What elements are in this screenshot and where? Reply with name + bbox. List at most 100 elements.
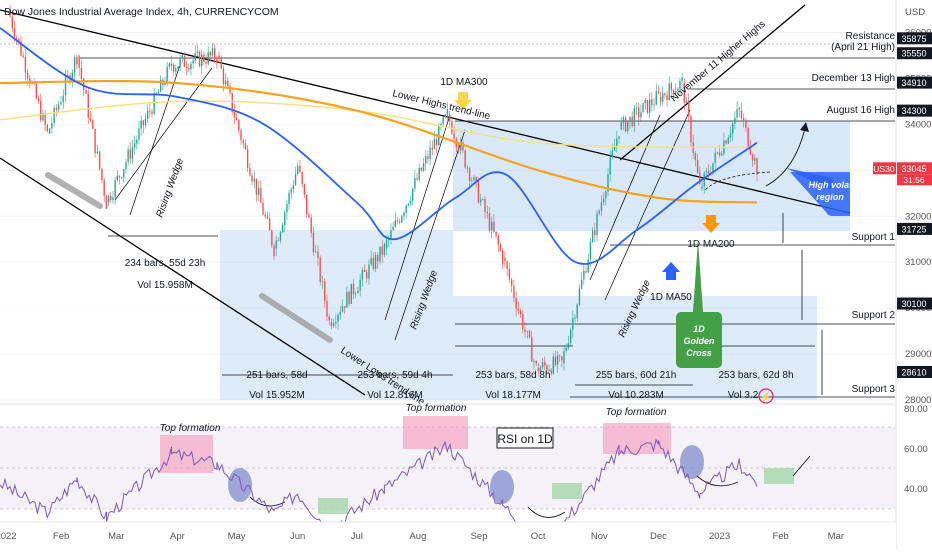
candle-body	[179, 58, 181, 67]
candle-body	[51, 123, 53, 129]
candle-body	[286, 204, 288, 213]
candle-body	[231, 93, 233, 112]
candle-body	[172, 64, 175, 72]
candle-body	[683, 82, 686, 103]
candle-body	[745, 121, 747, 128]
candle-body	[40, 101, 42, 121]
candle-body	[385, 240, 388, 249]
higher-highs-trend-line	[619, 4, 806, 161]
candle-body	[598, 210, 600, 214]
candle-body	[24, 56, 27, 73]
candle-body	[114, 179, 116, 198]
candle-body	[315, 251, 317, 253]
candle-body	[383, 243, 386, 255]
candle-body	[488, 213, 491, 231]
candle-body	[361, 269, 364, 280]
candle-body	[499, 244, 502, 251]
candle-body	[379, 246, 381, 262]
candle-body	[188, 68, 190, 70]
candle-body	[431, 147, 433, 150]
measurement-texts: 234 bars, 55d 23h Vol 15.958M 251 bars, …	[125, 258, 794, 401]
candle-body	[493, 221, 495, 232]
candle-body	[479, 199, 482, 203]
grey-markers	[45, 172, 333, 343]
candle-body	[425, 156, 427, 164]
candle-body	[185, 66, 188, 69]
candle-body	[92, 120, 94, 129]
price-label-bg	[897, 76, 932, 89]
candle-body	[633, 108, 636, 127]
candle-body	[120, 177, 123, 179]
candle-body	[170, 63, 173, 67]
candle-body	[740, 110, 743, 119]
candle-body	[22, 55, 24, 57]
candle-body	[118, 175, 121, 178]
candle-body	[462, 142, 464, 151]
candle-body	[374, 255, 377, 269]
candle-body	[392, 226, 394, 231]
candle-body	[13, 27, 16, 38]
currency-label: USD	[905, 7, 925, 18]
candle-body	[372, 257, 375, 269]
candle-body	[473, 177, 475, 181]
price-label: 34910	[901, 78, 926, 88]
candle-body	[670, 83, 673, 90]
candle-body	[155, 92, 158, 94]
candle-body	[251, 175, 253, 182]
golden-cross-line2: Golden	[684, 336, 716, 346]
candle-body	[725, 140, 727, 144]
candle-body	[576, 304, 578, 318]
candle-body	[544, 362, 546, 366]
candle-body	[87, 93, 89, 119]
candle-body	[513, 285, 515, 298]
candle-body	[561, 356, 563, 361]
candle-body	[696, 159, 699, 173]
price-tick: 28000	[905, 395, 931, 406]
candle-body	[727, 137, 730, 144]
candle-body	[253, 178, 255, 182]
candle-body	[233, 111, 236, 118]
price-tick: 29000	[905, 349, 931, 360]
candle-body	[103, 180, 105, 196]
candle-body	[149, 110, 151, 112]
candle-body	[359, 279, 361, 291]
candle-body	[422, 163, 425, 171]
candle-body	[685, 100, 688, 103]
candle-body	[181, 55, 184, 59]
candle-body	[531, 337, 533, 362]
candle-body	[624, 117, 627, 132]
candle-body	[738, 108, 740, 110]
candle-body	[224, 80, 227, 85]
candle-body	[429, 147, 431, 160]
candle-body	[497, 236, 499, 245]
measure-1-bars: 234 bars, 55d 23h	[125, 258, 206, 269]
candle-body	[201, 54, 203, 67]
candle-body	[76, 57, 78, 65]
candle-body	[55, 107, 58, 110]
candle-body	[296, 165, 299, 174]
candle-body	[366, 271, 368, 279]
high-volatility-box	[453, 121, 850, 231]
candle-body	[299, 165, 301, 173]
candle-body	[350, 283, 352, 304]
candle-body	[244, 143, 247, 150]
price-label-bg	[897, 32, 932, 45]
measurement-arrows	[108, 213, 823, 395]
ma200-label: 1D MA200	[687, 239, 735, 250]
candle-body	[596, 213, 598, 236]
alert-icon[interactable]	[758, 388, 774, 404]
time-labels: 2022 Feb Mar Apr May Jun Jul Aug Sep Oct Nov Dec 202…	[0, 531, 844, 542]
candle-body	[262, 202, 264, 215]
candle-body	[164, 83, 166, 86]
candle-body	[194, 53, 196, 61]
support2-label: Support 2	[852, 310, 896, 321]
candle-body	[449, 115, 451, 122]
candle-body	[754, 158, 756, 161]
candle-body	[275, 240, 277, 249]
candle-body	[305, 194, 308, 215]
price-tick: 31000	[905, 257, 931, 268]
candle-body	[11, 16, 13, 28]
candle-body	[524, 329, 526, 332]
candle-body	[756, 158, 758, 175]
